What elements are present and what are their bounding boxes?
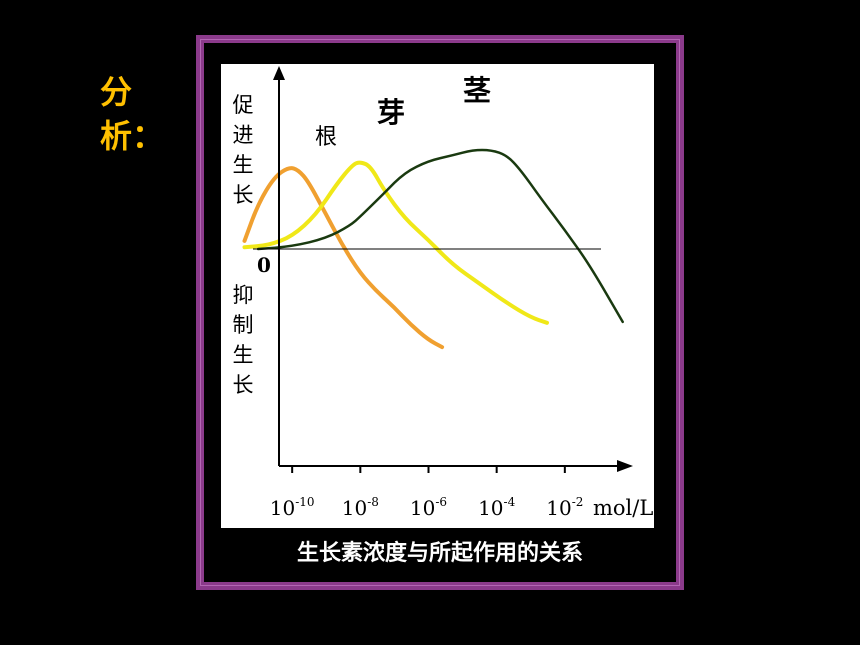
series-line-1 [242,160,549,325]
y-label-inhibit: 抑制生长 [233,283,254,397]
x-tick-label-4: 10-2 [546,495,583,520]
x-axis-unit: mol/L [593,496,653,520]
side-label-analysis: 分析： [100,73,165,155]
x-tick-label-2: 10-6 [410,495,447,520]
x-tick-label-1: 10-8 [342,495,379,520]
x-tick-label-3: 10-4 [478,495,516,520]
ticks-layer: 10-10 10-8 10-6 10-4 10-2 [270,466,583,520]
y-axis-arrow [273,66,285,80]
series-line-2 [256,148,624,324]
chart-caption: 生长素浓度与所起作用的关系 [296,541,583,566]
y-label-promote: 促进生长 [233,93,254,207]
chart-panel: 0 促进生长 抑制生长 mol/L 10-10 10-8 10-6 10-4 10-2 … [221,64,654,528]
curves-layer [242,148,624,350]
x-axis-arrow [617,460,633,472]
series-line-0 [242,166,445,350]
series-labels-layer: 根 芽 茎 [315,74,491,150]
series-label-2: 茎 [463,74,491,107]
series-label-1: 芽 [377,96,405,129]
zero-label: 0 [257,253,271,277]
x-tick-label-0: 10-10 [270,495,315,520]
auxin-chart: 0 促进生长 抑制生长 mol/L 10-10 10-8 10-6 10-4 10-2 … [233,66,653,520]
axes-layer: 0 促进生长 抑制生长 mol/L [233,66,653,520]
series-label-0: 根 [315,125,337,150]
